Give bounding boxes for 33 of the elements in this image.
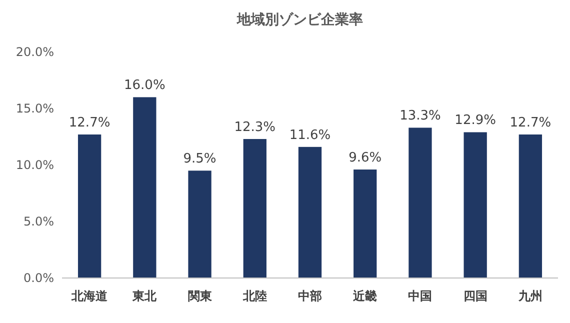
data-label: 12.3% xyxy=(234,120,276,136)
y-tick-label: 0.0% xyxy=(24,271,54,286)
x-tick-label: 北海道 xyxy=(70,289,109,303)
bar xyxy=(243,139,266,278)
data-label: 11.6% xyxy=(289,128,331,143)
bar xyxy=(518,134,542,278)
data-label: 12.7% xyxy=(68,115,110,130)
y-tick-label: 20.0% xyxy=(16,45,54,60)
x-tick-label: 四国 xyxy=(463,289,488,303)
x-tick-label: 中国 xyxy=(408,289,432,303)
bar xyxy=(188,170,212,278)
data-label: 16.0% xyxy=(124,78,166,94)
x-tick-label: 東北 xyxy=(132,289,158,303)
data-label: 13.3% xyxy=(400,108,441,124)
bar xyxy=(133,97,156,278)
y-tick-label: 5.0% xyxy=(24,214,54,229)
x-tick-label: 北陸 xyxy=(242,289,267,303)
bar xyxy=(408,128,432,278)
x-tick-label: 近畿 xyxy=(352,289,378,303)
chart-title: 地域別ゾンビ企業率 xyxy=(236,11,363,28)
data-label: 12.9% xyxy=(454,113,496,128)
y-tick-label: 15.0% xyxy=(16,102,54,116)
x-tick-label: 関東 xyxy=(188,289,213,303)
bar xyxy=(298,146,322,278)
data-label: 9.5% xyxy=(183,152,216,167)
bar xyxy=(354,170,377,278)
data-label: 9.6% xyxy=(348,150,382,166)
data-label: 12.7% xyxy=(510,115,552,130)
x-tick-label: 中部 xyxy=(298,289,322,303)
bar xyxy=(464,132,487,278)
y-tick-label: 10.0% xyxy=(16,158,54,172)
bar xyxy=(78,134,102,278)
x-tick-label: 九州 xyxy=(517,289,542,303)
